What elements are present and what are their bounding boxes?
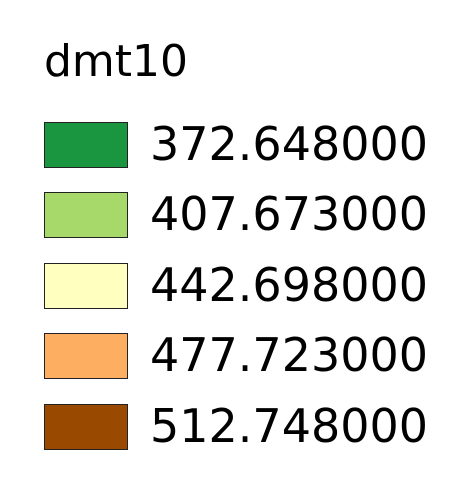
legend-swatch [44,404,128,450]
legend-entry: 372.648000 [44,114,444,174]
legend-entry: 407.673000 [44,184,444,244]
legend-entry: 512.748000 [44,396,444,456]
legend-title: dmt10 [44,36,189,87]
legend-entry-label: 477.723000 [150,328,429,382]
legend-entry-label: 442.698000 [150,258,429,312]
legend-entry-label: 372.648000 [150,117,429,171]
legend-swatch [44,333,128,379]
legend-swatch [44,263,128,309]
legend-entry: 477.723000 [44,325,444,385]
legend-entry-label: 407.673000 [150,187,429,241]
legend-swatch [44,192,128,238]
legend-entry: 442.698000 [44,255,444,315]
legend-swatch [44,122,128,168]
legend-entry-label: 512.748000 [150,399,429,453]
